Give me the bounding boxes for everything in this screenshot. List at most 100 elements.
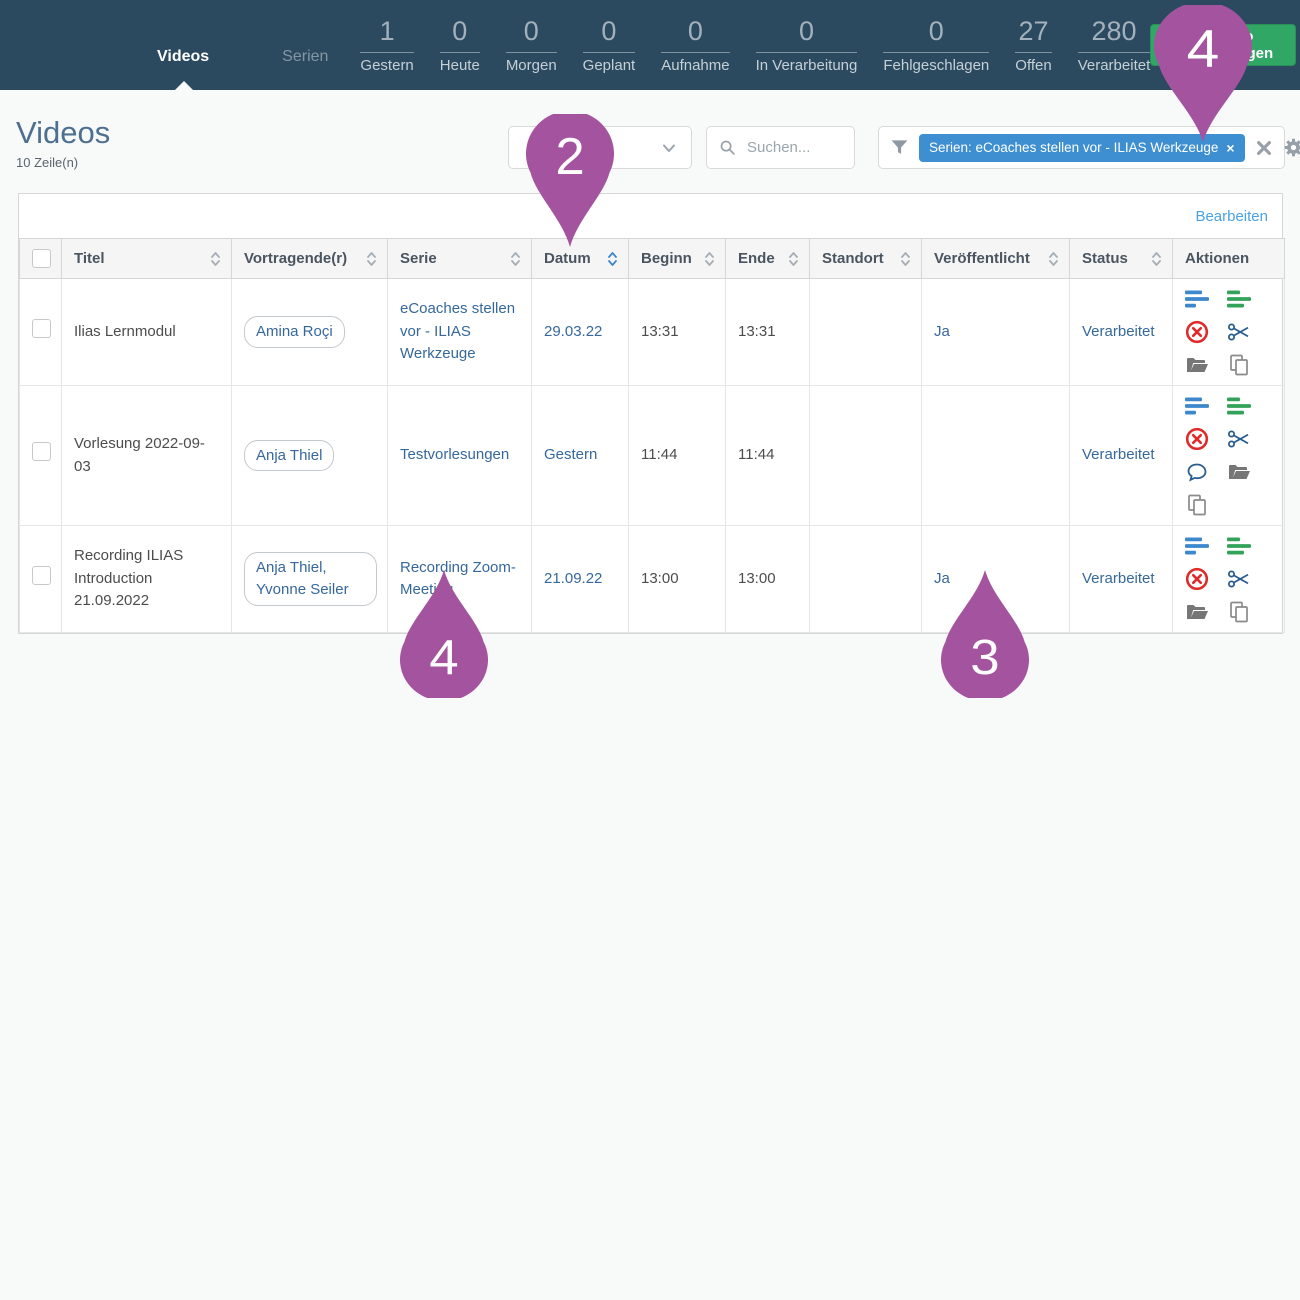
- counter-geplant[interactable]: 0 Geplant: [582, 16, 636, 74]
- sort-icon[interactable]: [788, 251, 799, 267]
- header-select-all: [19, 238, 62, 279]
- filter-bar: Serien: eCoaches stellen vor - ILIAS Wer…: [878, 126, 1300, 169]
- column-header-status[interactable]: Status: [1069, 238, 1173, 279]
- series-details-icon[interactable]: [1227, 534, 1251, 558]
- series-link[interactable]: Testvorlesungen: [400, 446, 510, 464]
- status-link[interactable]: Verarbeitet: [1082, 446, 1155, 464]
- column-header-aktionen: Aktionen: [1172, 238, 1285, 279]
- column-header-ende[interactable]: Ende: [725, 238, 810, 279]
- row-checkbox[interactable]: [32, 318, 51, 338]
- counter-offen[interactable]: 27 Offen: [1015, 16, 1052, 74]
- column-header-datum[interactable]: Datum: [531, 238, 629, 279]
- cell-published: Ja: [921, 525, 1070, 633]
- date-link[interactable]: Gestern: [544, 446, 598, 464]
- cell-title: Recording ILIAS Introduction 21.09.2022: [61, 525, 232, 633]
- presenter-chip[interactable]: Amina Roçi: [244, 316, 345, 348]
- cell-published: Ja: [921, 278, 1070, 386]
- edit-link[interactable]: Bearbeiten: [1195, 207, 1268, 225]
- chevron-down-icon: [661, 140, 677, 156]
- select-all-checkbox[interactable]: [32, 249, 51, 268]
- series-details-icon[interactable]: [1227, 394, 1251, 418]
- cell-start: 13:00: [628, 525, 726, 633]
- duplicate-icon[interactable]: [1185, 493, 1209, 517]
- cell-start: 11:44: [628, 385, 726, 526]
- presenter-chip[interactable]: Anja Thiel: [244, 439, 335, 472]
- tab-serien[interactable]: Serien: [282, 48, 329, 65]
- counter-heute[interactable]: 0 Heute: [439, 16, 480, 74]
- counter-morgen[interactable]: 0 Morgen: [505, 16, 557, 74]
- sort-icon[interactable]: [704, 251, 715, 267]
- table-row: Recording ILIAS Introduction 21.09.2022 …: [19, 525, 1285, 633]
- active-tab-pointer: [175, 81, 193, 90]
- cut-scissors-icon[interactable]: [1227, 320, 1251, 344]
- cell-start: 13:31: [628, 278, 726, 386]
- remove-filter-icon[interactable]: ×: [1226, 139, 1235, 156]
- cell-end: 13:00: [725, 525, 810, 633]
- search-icon: [719, 139, 736, 156]
- series-link[interactable]: eCoaches stellen vor - ILIAS Werkzeuge: [400, 300, 516, 363]
- delete-icon[interactable]: [1185, 427, 1209, 451]
- counter-in-verarbeitung[interactable]: 0 In Verarbeitung: [755, 16, 858, 74]
- column-header-beginn[interactable]: Beginn: [628, 238, 726, 279]
- active-filter-chip[interactable]: Serien: eCoaches stellen vor - ILIAS Wer…: [919, 133, 1245, 162]
- row-checkbox[interactable]: [32, 565, 51, 585]
- cell-end: 11:44: [725, 385, 810, 526]
- details-icon[interactable]: [1185, 534, 1209, 558]
- delete-icon[interactable]: [1185, 567, 1209, 591]
- search-box: [706, 126, 855, 169]
- assets-folder-icon[interactable]: [1185, 353, 1209, 377]
- sort-icon[interactable]: [210, 251, 221, 267]
- row-checkbox[interactable]: [32, 442, 51, 462]
- sort-icon[interactable]: [900, 251, 911, 267]
- series-link[interactable]: Recording Zoom-Meeting: [400, 558, 516, 599]
- filter-funnel-icon: [890, 138, 909, 157]
- details-icon[interactable]: [1185, 394, 1209, 418]
- page-title: Videos: [16, 115, 111, 150]
- cell-location: [809, 278, 922, 386]
- sort-icon[interactable]: [510, 251, 521, 267]
- series-details-icon[interactable]: [1227, 287, 1251, 311]
- sort-icon-active[interactable]: [607, 251, 618, 267]
- column-header-veroeffentlicht[interactable]: Veröffentlicht: [921, 238, 1070, 279]
- main-content: Videos 10 Zeile(n) Serien: eCoaches stel…: [0, 90, 1300, 1300]
- filter-chip-label: Serien: eCoaches stellen vor - ILIAS Wer…: [929, 140, 1219, 155]
- comments-icon[interactable]: [1185, 460, 1209, 484]
- series-filter-select[interactable]: [508, 126, 692, 169]
- gear-icon[interactable]: [1283, 137, 1300, 158]
- sort-icon[interactable]: [366, 251, 377, 267]
- column-header-standort[interactable]: Standort: [809, 238, 922, 279]
- sort-icon[interactable]: [1151, 251, 1162, 267]
- cell-location: [809, 385, 922, 526]
- videos-table: Titel Vortragende(r) Serie Datum: [19, 238, 1285, 633]
- table-header-row: Titel Vortragende(r) Serie Datum: [19, 238, 1285, 279]
- counter-aufnahme[interactable]: 0 Aufnahme: [661, 16, 730, 74]
- status-counters: 1 Gestern 0 Heute 0 Morgen 0 Geplant 0 A…: [360, 16, 1151, 74]
- cell-title: Vorlesung 2022-09-03: [61, 385, 232, 526]
- status-link[interactable]: Verarbeitet: [1082, 569, 1155, 587]
- counter-fehlgeschlagen[interactable]: 0 Fehlgeschlagen: [883, 16, 990, 74]
- date-link[interactable]: 29.03.22: [544, 322, 603, 340]
- tab-videos[interactable]: Videos: [157, 48, 210, 65]
- column-header-serie[interactable]: Serie: [387, 238, 532, 279]
- cut-scissors-icon[interactable]: [1227, 567, 1251, 591]
- presenter-chip[interactable]: Anja Thiel, Yvonne Seiler: [244, 552, 377, 606]
- duplicate-icon[interactable]: [1227, 353, 1251, 377]
- search-input[interactable]: [745, 138, 849, 157]
- cut-scissors-icon[interactable]: [1227, 427, 1251, 451]
- counter-verarbeitet[interactable]: 280 Verarbeitet: [1077, 16, 1151, 74]
- counter-gestern[interactable]: 1 Gestern: [360, 16, 414, 74]
- sort-icon[interactable]: [1048, 251, 1059, 267]
- assets-folder-icon[interactable]: [1185, 600, 1209, 624]
- clear-filters-icon[interactable]: [1255, 139, 1273, 157]
- status-link[interactable]: Verarbeitet: [1082, 322, 1155, 340]
- delete-icon[interactable]: [1185, 320, 1209, 344]
- table-row: Vorlesung 2022-09-03 Anja Thiel Testvorl…: [19, 385, 1285, 526]
- assets-folder-icon[interactable]: [1227, 460, 1251, 484]
- details-icon[interactable]: [1185, 287, 1209, 311]
- duplicate-icon[interactable]: [1227, 600, 1251, 624]
- column-header-vortragende[interactable]: Vortragende(r): [231, 238, 388, 279]
- column-header-titel[interactable]: Titel: [61, 238, 232, 279]
- date-link[interactable]: 21.09.22: [544, 569, 603, 587]
- add-video-button[interactable]: + Video hinzufügen: [1150, 24, 1297, 66]
- table-row: Ilias Lernmodul Amina Roçi eCoaches stel…: [19, 278, 1285, 386]
